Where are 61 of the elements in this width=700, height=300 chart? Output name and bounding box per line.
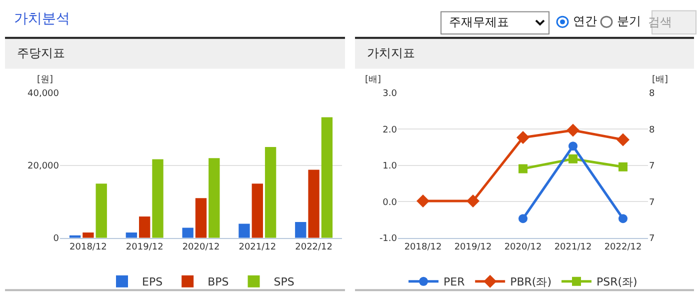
bar <box>82 232 94 238</box>
bar <box>182 228 194 238</box>
bar <box>208 158 220 238</box>
bar <box>96 184 107 238</box>
y-tick-label: 1.0 <box>382 162 398 172</box>
text: 주재무제표 <box>449 15 509 29</box>
text: 가치분석 <box>14 11 70 27</box>
text: 검색 <box>648 15 672 29</box>
y-tick-label: 40,000 <box>28 89 60 100</box>
x-tick-label: 2019/12 <box>126 242 164 253</box>
y2-tick-label: 7 <box>649 198 655 208</box>
x-tick-label: 2018/12 <box>70 242 107 253</box>
point <box>518 164 528 174</box>
y-axis-title: [배] <box>365 75 382 85</box>
legend-label: BPS <box>208 276 229 289</box>
point <box>416 194 430 208</box>
x-tick-label: 2018/12 <box>404 242 442 253</box>
x-tick-label: 2022/12 <box>295 242 332 253</box>
bar <box>308 170 320 238</box>
x-tick-label: 2020/12 <box>182 242 220 253</box>
point <box>568 154 578 164</box>
point <box>516 131 530 144</box>
y-tick-label: -1.0 <box>379 234 398 244</box>
y2-tick-label: 7 <box>649 234 655 244</box>
y2-tick-label: 7 <box>649 162 655 172</box>
bar <box>152 159 164 238</box>
point <box>566 124 580 137</box>
y-axis-title: [원] <box>37 75 54 85</box>
y-tick-label: 3.0 <box>382 89 398 100</box>
y-tick-label: 2.0 <box>382 125 398 136</box>
legend-label: PSR(좌) <box>596 276 638 289</box>
legend-label: PBR(좌) <box>510 276 552 289</box>
y2-axis-title: [배] <box>652 75 668 85</box>
legend-label: EPS <box>142 276 163 289</box>
text: 분기 <box>617 14 641 28</box>
x-tick-label: 2019/12 <box>454 242 492 253</box>
bar <box>295 222 306 238</box>
point <box>618 162 628 172</box>
y2-tick-label: 8 <box>649 89 655 100</box>
chart-title: 가치지표 <box>367 46 415 60</box>
x-tick-label: 2022/12 <box>604 242 642 253</box>
point <box>616 133 630 146</box>
y-tick-label: 20,000 <box>28 162 60 172</box>
x-tick-label: 2021/12 <box>238 242 276 253</box>
x-tick-label: 2021/12 <box>554 242 592 253</box>
bar <box>238 224 250 238</box>
y-tick-label: 0 <box>53 234 60 244</box>
y-tick-label: 0.0 <box>382 198 398 208</box>
y2-tick-label: 8 <box>649 125 655 136</box>
bar <box>264 146 276 238</box>
bar <box>126 232 138 238</box>
bar <box>252 184 263 238</box>
chart-title: 주당지표 <box>17 46 65 60</box>
bar <box>321 117 333 238</box>
legend-label: PER <box>444 276 466 289</box>
x-tick-label: 2020/12 <box>504 242 542 253</box>
point <box>466 194 480 208</box>
text: 연간 <box>573 14 597 28</box>
bar <box>195 198 207 238</box>
legend-label: SPS <box>274 276 294 289</box>
bar <box>139 216 150 238</box>
